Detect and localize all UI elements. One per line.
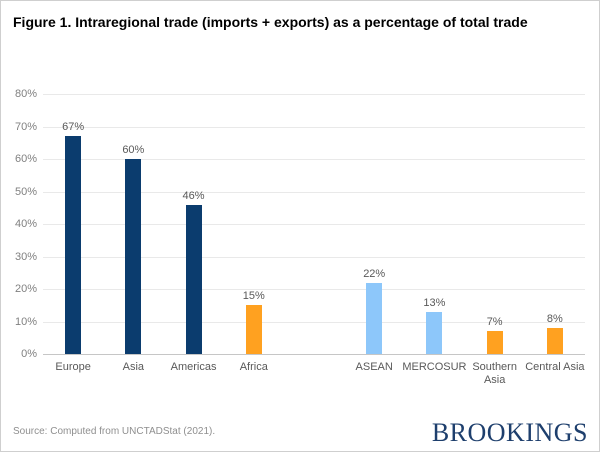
gridline [43, 256, 585, 258]
bar-column: 13% MERCOSUR [402, 94, 466, 373]
column-spacer [284, 94, 344, 354]
y-axis-tick-label: 20% [14, 283, 37, 295]
gridline [43, 289, 585, 290]
x-axis-category-label: Americas [170, 361, 217, 373]
gridline [43, 94, 585, 95]
bar-column: 7% Southern Asia [465, 94, 525, 386]
bar-value-label: 46% [182, 189, 205, 202]
bar-columns: 67% Europe 60% Asia 46% Americas 15% Africa 22% A… [43, 94, 585, 386]
bar-column: 60% Asia [103, 94, 163, 373]
y-axis-tick-label: 50% [14, 185, 37, 198]
bar-value-label: 8% [546, 313, 563, 325]
figure-title: Figure 1. Intraregional trade (imports +… [13, 14, 528, 30]
x-axis-line [43, 354, 585, 355]
bar-southern-asia [486, 331, 503, 354]
y-axis-tick-label: 40% [14, 218, 37, 230]
x-axis-category-label: Asia [122, 361, 145, 373]
bar-column: 46% Americas [163, 94, 223, 374]
x-axis-category-label: Europe [55, 361, 91, 373]
bar-central-asia [546, 328, 563, 354]
bar-column: 67% Europe [43, 94, 103, 373]
bar-asean [366, 282, 383, 354]
y-axis-tick-label: 70% [14, 120, 37, 133]
y-axis-tick-label: 10% [14, 315, 37, 328]
y-axis-tick-label: 0% [21, 348, 37, 360]
gridline [43, 191, 585, 193]
bar-africa [245, 305, 262, 354]
source-note: Source: Computed from UNCTADStat (2021). [13, 426, 216, 437]
gridline [43, 159, 585, 160]
x-axis-category-label: ASEAN [355, 361, 393, 373]
x-axis-category-label: Africa [239, 361, 268, 373]
x-axis-category-label: Central Asia [525, 361, 585, 373]
bar-asia [125, 159, 142, 354]
brookings-logo: BROOKINGS [431, 418, 588, 447]
bar-mercosur [426, 311, 443, 354]
plot-area: 67% Europe 60% Asia 46% Americas 15% Africa 22% A… [43, 94, 585, 386]
x-axis-category-label: Southern Asia [472, 361, 517, 386]
gridline [43, 224, 585, 225]
bar-column: 8% Central Asia [525, 94, 585, 373]
bar-value-label: 13% [423, 296, 446, 309]
bar-value-label: 7% [486, 316, 503, 329]
bar-column: 22% ASEAN [344, 94, 404, 374]
bar-value-label: 60% [122, 144, 145, 156]
y-axis-tick-label: 80% [14, 88, 37, 100]
y-axis-tick-label: 60% [14, 153, 37, 165]
bar-column: 15% Africa [224, 94, 284, 373]
bar-europe [65, 136, 82, 354]
y-axis-tick-label: 30% [14, 250, 37, 263]
bar-value-label: 15% [242, 290, 265, 303]
gridline [43, 321, 585, 323]
gridline [43, 126, 585, 128]
bar-value-label: 22% [363, 267, 386, 280]
x-axis-category-label: MERCOSUR [402, 361, 467, 373]
bar-value-label: 67% [62, 121, 85, 134]
bar-americas [185, 204, 202, 354]
